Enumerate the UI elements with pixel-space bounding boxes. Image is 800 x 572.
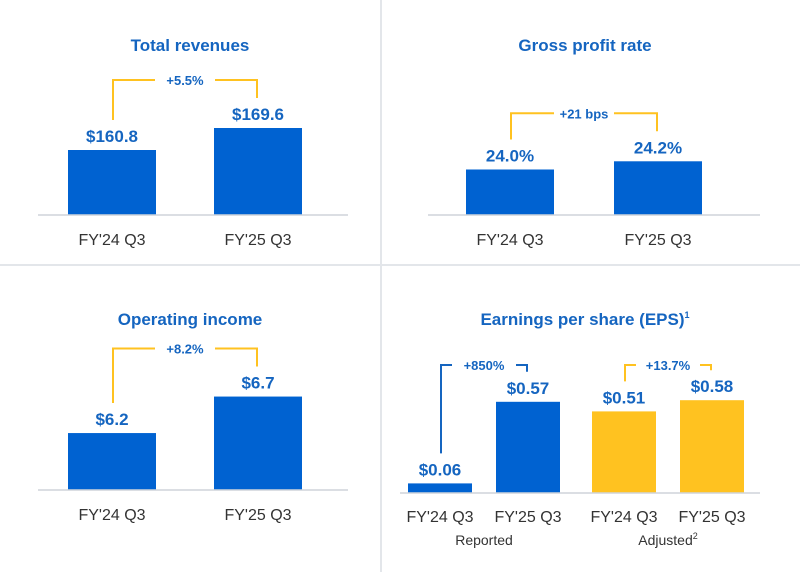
group-label-text: Adjusted xyxy=(638,532,692,548)
group-label: Reported xyxy=(455,532,513,548)
change-label: +850% xyxy=(464,358,505,373)
change-bracket xyxy=(510,112,658,140)
change-label: +5.5% xyxy=(166,73,204,88)
panel-bars: 24.0% FY'24 Q3 24.2% FY'25 Q3 +21 bps xyxy=(428,106,760,249)
change-bracket xyxy=(624,364,712,382)
x-tick-label: FY'24 Q3 xyxy=(590,509,657,526)
x-tick-label: FY'25 Q3 xyxy=(678,509,745,526)
bar-value-label: 24.0% xyxy=(486,146,534,165)
x-tick-label: FY'25 Q3 xyxy=(224,232,291,249)
bar xyxy=(466,169,554,215)
panel-gross-profit-rate: Gross profit rate 24.0% FY'24 Q3 24.2% FY'2… xyxy=(428,36,760,249)
panel-total-revenues: Total revenues $160.8 FY'24 Q3 $169.6 FY'25… xyxy=(38,36,348,249)
x-tick-label: FY'24 Q3 xyxy=(406,509,473,526)
panel-bars: $160.8 FY'24 Q3 $169.6 FY'25 Q3 +5.5% xyxy=(38,73,348,249)
panel-title: Gross profit rate xyxy=(518,36,651,55)
change-bracket xyxy=(112,79,258,120)
bar-value-label: $6.7 xyxy=(241,374,274,393)
bar xyxy=(592,411,656,493)
bar-value-label: $0.58 xyxy=(691,377,734,396)
bar xyxy=(496,401,560,493)
bar xyxy=(680,400,744,493)
x-tick-label: FY'24 Q3 xyxy=(476,232,543,249)
x-tick-label: FY'24 Q3 xyxy=(78,507,145,524)
bar xyxy=(614,161,702,215)
x-tick-label: FY'25 Q3 xyxy=(494,509,561,526)
change-bracket xyxy=(440,364,528,454)
change-label: +8.2% xyxy=(166,342,204,357)
change-label: +21 bps xyxy=(560,106,609,121)
group-label-superscript: 2 xyxy=(693,531,698,541)
group-label-text: Reported xyxy=(455,532,513,548)
bar-value-label: $0.06 xyxy=(419,460,462,479)
bar xyxy=(214,128,302,215)
panel-operating-income: Operating income $6.2 FY'24 Q3 $6.7 FY'25 Q… xyxy=(38,310,348,524)
x-tick-label: FY'25 Q3 xyxy=(624,232,691,249)
x-tick-label: FY'25 Q3 xyxy=(224,507,291,524)
bar-value-label: $0.57 xyxy=(507,379,550,398)
panel-bars: $0.06 FY'24 Q3 $0.57 FY'25 Q3 Reported +850% $… xyxy=(400,358,760,548)
bar-value-label: $6.2 xyxy=(95,410,128,429)
x-tick-label: FY'24 Q3 xyxy=(78,232,145,249)
bar xyxy=(214,396,302,490)
bar xyxy=(68,150,156,215)
bar xyxy=(68,433,156,490)
change-label: +13.7% xyxy=(646,358,691,373)
panel-title: Operating income xyxy=(118,310,263,329)
bar xyxy=(408,483,472,493)
change-bracket xyxy=(112,347,258,404)
panel-title: Total revenues xyxy=(131,36,250,55)
group-label: Adjusted2 xyxy=(638,531,698,548)
bar-value-label: 24.2% xyxy=(634,138,682,157)
bar-value-label: $169.6 xyxy=(232,105,284,124)
bar-value-label: $0.51 xyxy=(603,388,646,407)
panel-bars: $6.2 FY'24 Q3 $6.7 FY'25 Q3 +8.2% xyxy=(38,342,348,524)
bar-value-label: $160.8 xyxy=(86,127,138,146)
panel-title: Earnings per share (EPS)1 xyxy=(480,310,689,329)
